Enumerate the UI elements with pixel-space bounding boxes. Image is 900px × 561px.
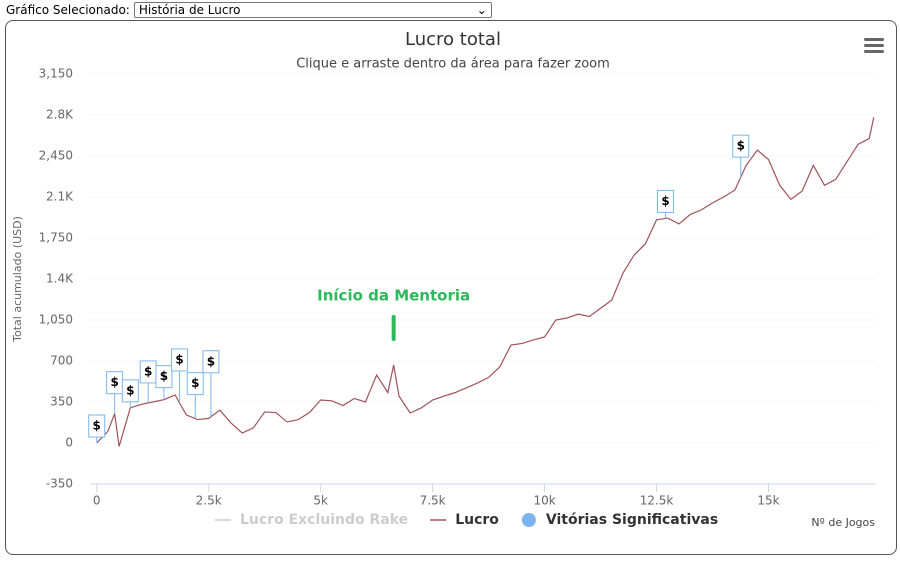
flag-label: $ [93, 419, 101, 433]
legend-item[interactable]: Lucro [430, 512, 499, 528]
x-tick-label: 12.5k [640, 494, 674, 508]
menu-bar [864, 44, 884, 47]
flag: $ [106, 371, 124, 414]
chart-frame [5, 20, 897, 555]
flag-box [657, 189, 675, 213]
y-tick-label: 350 [50, 395, 73, 409]
y-tick-label: 2.1K [46, 190, 74, 204]
y-tick-label: 2.8K [46, 108, 74, 122]
flag-box [202, 350, 220, 374]
menu-button[interactable] [864, 38, 884, 53]
flag-label: $ [661, 194, 669, 208]
selector-bar: Gráfico Selecionado: História de Lucro ⌄ [6, 2, 492, 18]
x-tick-label: 5k [313, 494, 328, 508]
profit-line [96, 117, 875, 447]
flag: $ [171, 348, 189, 403]
flag-label: $ [126, 383, 134, 397]
flag-box [88, 414, 106, 438]
y-axis-title: Total acumulado (USD) [11, 216, 24, 343]
y-tick-label: -350 [46, 477, 73, 491]
flag-label: $ [160, 369, 168, 383]
select-arrow: ⌄ [476, 3, 487, 17]
x-axis-title: Nº de Jogos [811, 516, 875, 529]
flag: $ [139, 360, 157, 403]
legend-item[interactable]: Lucro Excluindo Rake [215, 512, 408, 528]
legend-label: Lucro [455, 512, 499, 528]
flag: $ [121, 379, 139, 408]
flag-box [171, 348, 189, 372]
flag: $ [202, 350, 220, 417]
y-tick-label: 700 [50, 354, 73, 368]
x-tick-label: 15k [757, 494, 779, 508]
chart-title: Lucro total [405, 29, 501, 50]
flag-box [732, 134, 750, 158]
legend-label: Lucro Excluindo Rake [240, 512, 408, 528]
flag-box [186, 372, 204, 396]
flag: $ [155, 365, 173, 400]
legend-symbol [521, 513, 536, 527]
y-tick-label: 3,150 [39, 67, 73, 81]
flag-box [121, 379, 139, 403]
x-tick-label: 0 [93, 494, 101, 508]
x-tick-label: 10k [533, 494, 555, 508]
annotation-marker [391, 315, 396, 341]
flag: $ [732, 134, 750, 178]
menu-bar [864, 38, 884, 41]
chart-subtitle: Clique e arraste dentro da área para faz… [296, 57, 610, 72]
x-tick-label: 7.5k [420, 494, 446, 508]
flag-label: $ [207, 354, 215, 368]
select-value: História de Lucro [138, 3, 241, 17]
menu-bar [864, 50, 884, 53]
flag-label: $ [737, 139, 745, 153]
annotation-text: Início da Mentoria [317, 287, 470, 305]
y-tick-label: 1,050 [39, 313, 73, 327]
x-tick-label: 2.5k [196, 494, 222, 508]
legend-item[interactable]: Vitórias Significativas [521, 512, 718, 528]
y-tick-label: 2,450 [39, 149, 73, 163]
chart-select[interactable]: História de Lucro ⌄ [133, 2, 492, 18]
y-tick-label: 1,750 [39, 231, 73, 245]
flag: $ [657, 189, 675, 219]
y-tick-label: 1.4K [46, 272, 74, 286]
flag: $ [186, 372, 204, 419]
selector-label: Gráfico Selecionado: [6, 3, 130, 17]
flag: $ [88, 414, 106, 443]
y-tick-label: 0 [65, 436, 73, 450]
flag-label: $ [191, 376, 199, 390]
flag-box [155, 365, 173, 389]
flag-label: $ [144, 364, 152, 378]
legend-label: Vitórias Significativas [546, 512, 718, 528]
flag-label: $ [110, 375, 118, 389]
flag-label: $ [175, 352, 183, 366]
